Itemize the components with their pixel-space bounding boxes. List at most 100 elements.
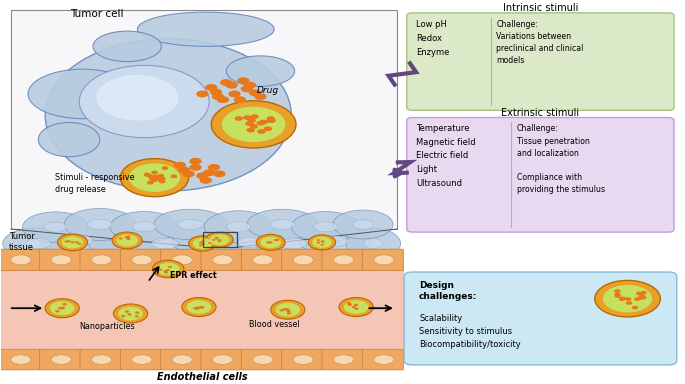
Circle shape bbox=[237, 77, 249, 84]
Circle shape bbox=[159, 177, 166, 180]
Circle shape bbox=[62, 236, 84, 248]
Circle shape bbox=[152, 176, 159, 180]
Circle shape bbox=[321, 244, 324, 246]
Circle shape bbox=[162, 166, 169, 170]
FancyBboxPatch shape bbox=[362, 349, 403, 370]
Ellipse shape bbox=[334, 355, 353, 364]
Circle shape bbox=[632, 306, 638, 310]
Circle shape bbox=[121, 159, 188, 197]
Circle shape bbox=[228, 91, 240, 98]
Circle shape bbox=[247, 128, 255, 132]
Circle shape bbox=[58, 307, 62, 310]
Circle shape bbox=[212, 239, 216, 241]
Circle shape bbox=[256, 234, 285, 250]
Circle shape bbox=[266, 242, 271, 244]
Circle shape bbox=[321, 241, 325, 243]
Circle shape bbox=[603, 285, 652, 312]
Circle shape bbox=[279, 309, 284, 311]
FancyBboxPatch shape bbox=[241, 349, 282, 370]
Circle shape bbox=[245, 121, 253, 126]
Ellipse shape bbox=[151, 238, 178, 249]
FancyBboxPatch shape bbox=[121, 349, 162, 370]
Circle shape bbox=[206, 232, 233, 247]
Ellipse shape bbox=[45, 39, 291, 191]
Circle shape bbox=[182, 170, 195, 177]
Circle shape bbox=[211, 101, 296, 148]
Ellipse shape bbox=[247, 209, 318, 240]
Circle shape bbox=[354, 304, 358, 306]
Ellipse shape bbox=[364, 238, 383, 248]
Ellipse shape bbox=[256, 227, 331, 260]
Circle shape bbox=[60, 306, 65, 309]
Circle shape bbox=[614, 293, 621, 296]
Circle shape bbox=[256, 121, 265, 126]
Ellipse shape bbox=[88, 219, 112, 230]
FancyBboxPatch shape bbox=[407, 13, 674, 110]
Circle shape bbox=[274, 239, 277, 241]
Circle shape bbox=[199, 242, 202, 244]
FancyBboxPatch shape bbox=[40, 349, 81, 370]
Ellipse shape bbox=[3, 227, 74, 260]
Circle shape bbox=[151, 170, 158, 174]
Circle shape bbox=[147, 174, 153, 178]
Circle shape bbox=[214, 237, 218, 238]
Ellipse shape bbox=[204, 211, 273, 243]
Ellipse shape bbox=[314, 222, 338, 232]
Circle shape bbox=[135, 311, 140, 314]
Ellipse shape bbox=[172, 355, 192, 364]
FancyBboxPatch shape bbox=[1, 265, 404, 349]
Circle shape bbox=[339, 298, 373, 316]
Circle shape bbox=[267, 241, 271, 243]
Circle shape bbox=[218, 239, 222, 241]
Circle shape bbox=[168, 266, 172, 268]
Circle shape bbox=[260, 237, 281, 248]
Circle shape bbox=[119, 307, 143, 320]
Circle shape bbox=[196, 91, 208, 98]
Circle shape bbox=[77, 243, 82, 245]
FancyBboxPatch shape bbox=[322, 349, 363, 370]
Circle shape bbox=[264, 126, 272, 131]
Circle shape bbox=[127, 235, 130, 238]
Circle shape bbox=[257, 129, 266, 134]
Circle shape bbox=[199, 245, 203, 247]
Text: Challenge:
Tissue penetration
and localization

Compliance with
providing the st: Challenge: Tissue penetration and locali… bbox=[516, 124, 605, 194]
Circle shape bbox=[260, 120, 268, 124]
Text: Temperature
Magnetic field
Electric field
Light
Ultrasound: Temperature Magnetic field Electric fiel… bbox=[416, 124, 476, 187]
Circle shape bbox=[283, 308, 287, 310]
Ellipse shape bbox=[88, 226, 157, 259]
Circle shape bbox=[636, 291, 643, 295]
Circle shape bbox=[188, 236, 216, 251]
FancyBboxPatch shape bbox=[282, 349, 323, 370]
Circle shape bbox=[205, 84, 217, 91]
Circle shape bbox=[286, 310, 290, 313]
Ellipse shape bbox=[374, 255, 394, 265]
Circle shape bbox=[135, 315, 139, 318]
Circle shape bbox=[203, 169, 215, 176]
Circle shape bbox=[147, 181, 153, 185]
FancyBboxPatch shape bbox=[121, 249, 162, 270]
Circle shape bbox=[267, 118, 275, 122]
Circle shape bbox=[199, 177, 212, 184]
Ellipse shape bbox=[11, 355, 31, 364]
Circle shape bbox=[112, 232, 142, 249]
Ellipse shape bbox=[238, 237, 262, 248]
Circle shape bbox=[308, 235, 336, 250]
Ellipse shape bbox=[226, 56, 295, 86]
Ellipse shape bbox=[280, 238, 306, 249]
Circle shape bbox=[158, 174, 164, 178]
Circle shape bbox=[129, 163, 180, 192]
Circle shape bbox=[240, 86, 253, 93]
Ellipse shape bbox=[291, 212, 360, 242]
Circle shape bbox=[189, 158, 201, 165]
Circle shape bbox=[222, 107, 286, 142]
Circle shape bbox=[158, 180, 165, 184]
Circle shape bbox=[625, 301, 632, 305]
Circle shape bbox=[234, 96, 246, 103]
Circle shape bbox=[71, 241, 75, 243]
Circle shape bbox=[62, 303, 67, 305]
Circle shape bbox=[243, 115, 251, 120]
Ellipse shape bbox=[212, 255, 233, 265]
Text: Stimuli - responsive
drug release: Stimuli - responsive drug release bbox=[55, 173, 135, 194]
Circle shape bbox=[215, 238, 219, 240]
Text: Drug: Drug bbox=[257, 86, 279, 94]
